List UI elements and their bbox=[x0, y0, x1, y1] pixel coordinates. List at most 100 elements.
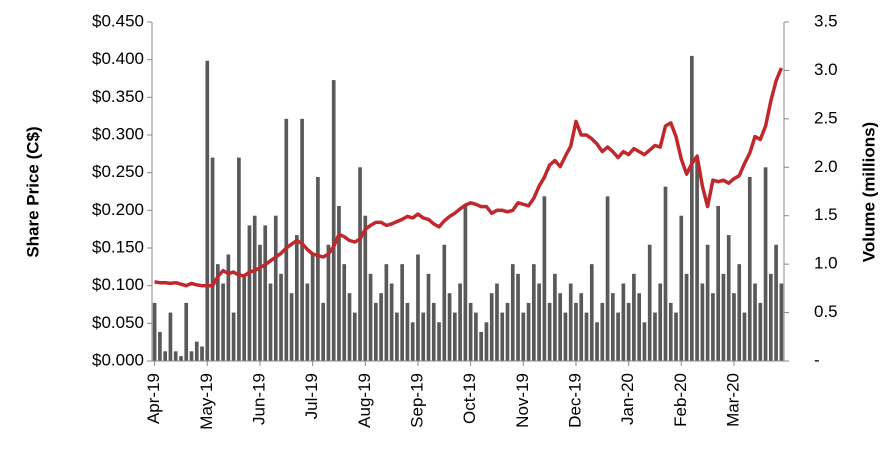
x-tick-label: Jun-19 bbox=[249, 373, 268, 425]
y-tick-label: $0.100 bbox=[92, 275, 144, 294]
volume-bar bbox=[226, 254, 231, 361]
volume-bar bbox=[279, 273, 283, 361]
x-tick-label: May-19 bbox=[197, 373, 216, 430]
volume-bar bbox=[421, 312, 426, 361]
x-tick-label: Feb-20 bbox=[671, 373, 690, 427]
volume-bar bbox=[305, 283, 310, 361]
volume-bar bbox=[342, 264, 347, 361]
volume-bar bbox=[242, 273, 247, 361]
volume-bar bbox=[711, 293, 715, 361]
x-tick-label: Mar-20 bbox=[723, 373, 742, 427]
volume-bar bbox=[289, 293, 294, 361]
volume-bar bbox=[474, 312, 478, 361]
volume-bar bbox=[732, 293, 736, 361]
volume-bar bbox=[189, 351, 194, 361]
y-tick-label: $0.300 bbox=[92, 124, 144, 143]
volume-bar bbox=[516, 273, 520, 361]
volume-bar bbox=[768, 273, 773, 361]
volume-bar bbox=[563, 312, 568, 361]
volume-bar bbox=[753, 283, 757, 361]
volume-bar bbox=[747, 176, 752, 361]
volume-bar bbox=[610, 293, 615, 361]
y-tick-label: $0.000 bbox=[92, 350, 144, 369]
volume-bar bbox=[668, 302, 673, 361]
volume-bar bbox=[479, 331, 484, 361]
volume-bar bbox=[416, 254, 420, 361]
volume-bar bbox=[321, 302, 326, 361]
y2-tick-label: 0.5 bbox=[814, 302, 838, 321]
volume-bar bbox=[410, 322, 415, 361]
volume-bar bbox=[510, 264, 515, 361]
y2-tick-label: 3.5 bbox=[814, 11, 838, 30]
y-axis-title: Share Price (C$) bbox=[23, 126, 42, 257]
volume-bar bbox=[484, 322, 489, 361]
volume-bar bbox=[316, 176, 320, 361]
volume-bar bbox=[495, 283, 499, 361]
volume-bar bbox=[331, 80, 336, 361]
volume-bar bbox=[389, 283, 394, 361]
volume-bar bbox=[726, 235, 731, 361]
y-tick-label: $0.450 bbox=[92, 11, 144, 30]
volume-bar bbox=[268, 283, 273, 361]
volume-bar bbox=[405, 302, 410, 361]
volume-bar bbox=[200, 346, 204, 361]
volume-bar bbox=[632, 273, 636, 361]
volume-bar bbox=[437, 322, 441, 361]
volume-bar bbox=[600, 302, 605, 361]
volume-bar bbox=[294, 235, 299, 361]
volume-bar bbox=[158, 331, 162, 361]
volume-bar bbox=[273, 215, 278, 361]
y2-tick-label: 1.0 bbox=[814, 254, 838, 273]
x-tick-label: Oct-19 bbox=[460, 373, 479, 424]
volume-bar bbox=[252, 215, 257, 361]
y2-tick-label: 3.0 bbox=[814, 60, 838, 79]
volume-bar bbox=[379, 293, 383, 361]
volume-bar bbox=[763, 167, 768, 361]
volume-bar bbox=[300, 118, 304, 361]
volume-bar bbox=[426, 273, 431, 361]
volume-bar bbox=[179, 356, 183, 361]
volume-bar bbox=[210, 157, 215, 361]
volume-bar bbox=[658, 283, 663, 361]
y2-tick-label: 2.0 bbox=[814, 157, 838, 176]
volume-bar bbox=[774, 244, 778, 361]
volume-bar bbox=[531, 264, 536, 361]
volume-bar bbox=[695, 157, 699, 361]
volume-bar bbox=[168, 312, 173, 361]
volume-bar bbox=[326, 244, 331, 361]
volume-bar bbox=[400, 264, 405, 361]
volume-bar bbox=[337, 206, 341, 361]
volume-bar bbox=[721, 273, 726, 361]
volume-bar bbox=[653, 312, 657, 361]
volume-bar bbox=[679, 215, 684, 361]
volume-bar bbox=[553, 273, 557, 361]
y-tick-label: $0.250 bbox=[92, 162, 144, 181]
volume-bar bbox=[700, 283, 705, 361]
volume-bar bbox=[779, 283, 784, 361]
volume-bar bbox=[595, 322, 599, 361]
volume-bar bbox=[742, 312, 747, 361]
volume-bar bbox=[574, 302, 578, 361]
volume-bar bbox=[173, 351, 178, 361]
y2-axis-title: Volume (millions) bbox=[859, 122, 878, 262]
volume-bar bbox=[647, 244, 652, 361]
volume-bar bbox=[737, 264, 742, 361]
volume-bar bbox=[579, 293, 584, 361]
volume-bar bbox=[521, 312, 526, 361]
volume-bar bbox=[310, 254, 315, 361]
volume-bar bbox=[674, 312, 678, 361]
x-tick-label: Jan-20 bbox=[618, 373, 637, 425]
x-tick-label: Jul-19 bbox=[302, 373, 321, 419]
volume-bar bbox=[558, 293, 563, 361]
volume-bar bbox=[568, 283, 573, 361]
volume-bar bbox=[221, 283, 225, 361]
volume-bar bbox=[621, 283, 626, 361]
volume-bar bbox=[452, 312, 457, 361]
price-line bbox=[154, 67, 784, 288]
x-tick-label: Nov-19 bbox=[513, 373, 532, 428]
x-tick-label: Dec-19 bbox=[565, 373, 584, 428]
volume-bar bbox=[616, 312, 620, 361]
volume-bar bbox=[500, 312, 505, 361]
volume-bar bbox=[684, 273, 689, 361]
volume-bar bbox=[458, 283, 462, 361]
